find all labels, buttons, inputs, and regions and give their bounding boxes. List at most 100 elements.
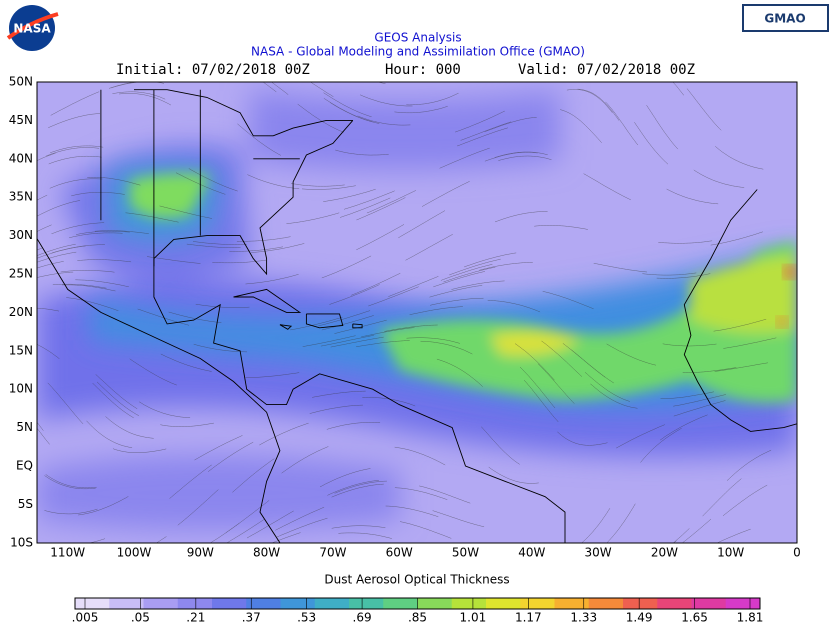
streamline [384, 324, 438, 332]
streamline [92, 382, 134, 419]
streamline [327, 480, 379, 496]
streamline [37, 427, 50, 445]
streamline [37, 261, 64, 269]
streamline [276, 517, 328, 538]
streamline [193, 343, 248, 353]
streamline [361, 327, 415, 338]
streamline [312, 390, 366, 398]
colorbar-segment [623, 598, 658, 609]
streamline [71, 192, 125, 197]
streamline [37, 271, 74, 278]
streamline [146, 256, 201, 264]
colorbar-segment [75, 598, 110, 609]
streamline [69, 232, 123, 239]
streamline [225, 500, 270, 534]
streamline [557, 431, 608, 446]
lon-label: 0 [793, 546, 801, 560]
streamline [640, 427, 682, 463]
streamline [566, 89, 613, 113]
streamline [323, 188, 376, 202]
streamline [309, 404, 363, 414]
streamline [673, 394, 726, 407]
streamline [245, 372, 300, 378]
streamline [37, 344, 60, 359]
title: GEOS Analysis [374, 31, 461, 45]
streamline [484, 152, 538, 162]
colorbar-segment [349, 598, 384, 609]
colorbar-segment [280, 598, 316, 609]
colorbar-label: .37 [242, 611, 261, 625]
lon-label: 10W [717, 546, 744, 560]
lon-label: 20W [651, 546, 678, 560]
coastline [279, 324, 293, 330]
lat-label: 10N [9, 382, 33, 396]
colorbar-segment [109, 598, 144, 609]
coastline [37, 237, 281, 543]
streamline [481, 426, 520, 465]
streamline [666, 188, 719, 205]
streamline [494, 211, 548, 223]
coastline [134, 89, 353, 137]
streamline [583, 173, 631, 201]
colorbar-label: .53 [297, 611, 316, 625]
logo-text: NASA [13, 22, 51, 36]
streamline [168, 311, 222, 323]
lat-label: 40N [9, 151, 33, 165]
lat-label: 35N [9, 190, 33, 204]
nasa-logo: NASA [6, 5, 59, 51]
colorbar-label: .85 [408, 611, 427, 625]
streamline [421, 181, 470, 207]
streamline [673, 400, 726, 417]
lat-label: 45N [9, 113, 33, 127]
streamline [659, 414, 708, 441]
lon-label: 70W [319, 546, 346, 560]
streamline [44, 475, 96, 490]
streamline [334, 319, 387, 334]
streamline [593, 263, 648, 273]
lon-label: 90W [187, 546, 214, 560]
streamline [129, 358, 177, 386]
lat-label: 30N [9, 228, 33, 242]
colorbar-segment [451, 598, 487, 609]
streamline [321, 255, 372, 279]
streamline [37, 251, 77, 263]
streamline [409, 306, 463, 316]
streamline [112, 448, 167, 453]
streamline [616, 424, 665, 449]
streamline [169, 464, 212, 499]
streamline [429, 285, 483, 298]
streamline [634, 122, 669, 165]
streamline [487, 300, 541, 313]
streamline [75, 230, 130, 235]
lon-label: 60W [386, 546, 413, 560]
streamline [399, 521, 452, 539]
gmao-badge: GMAO [742, 4, 829, 32]
streamline [356, 197, 406, 221]
streamline [357, 115, 411, 126]
streamline [271, 532, 301, 543]
streamline [351, 272, 401, 296]
lat-label: 5S [18, 497, 33, 511]
colorbar-label: 1.01 [460, 611, 487, 625]
streamline [188, 168, 238, 192]
streamline [96, 381, 140, 416]
streamline [562, 343, 606, 378]
streamline [37, 224, 52, 232]
lat-label: 10S [10, 535, 33, 549]
streamline [519, 366, 556, 409]
streamline [62, 284, 116, 292]
colorbar-segment [657, 598, 692, 609]
lon-label: 110W [50, 546, 85, 560]
coastline [153, 120, 566, 543]
streamline [356, 340, 410, 348]
streamline [251, 243, 305, 253]
streamline [77, 259, 132, 263]
colorbar-segment [417, 598, 453, 609]
streamline [398, 210, 446, 239]
streamline [394, 105, 448, 114]
colorbar-label: 1.33 [570, 611, 597, 625]
lon-label: 40W [518, 546, 545, 560]
streamline [722, 484, 768, 516]
colorbar-label: .21 [186, 611, 205, 625]
colorbar-title: Dust Aerosol Optical Thickness [324, 573, 509, 587]
